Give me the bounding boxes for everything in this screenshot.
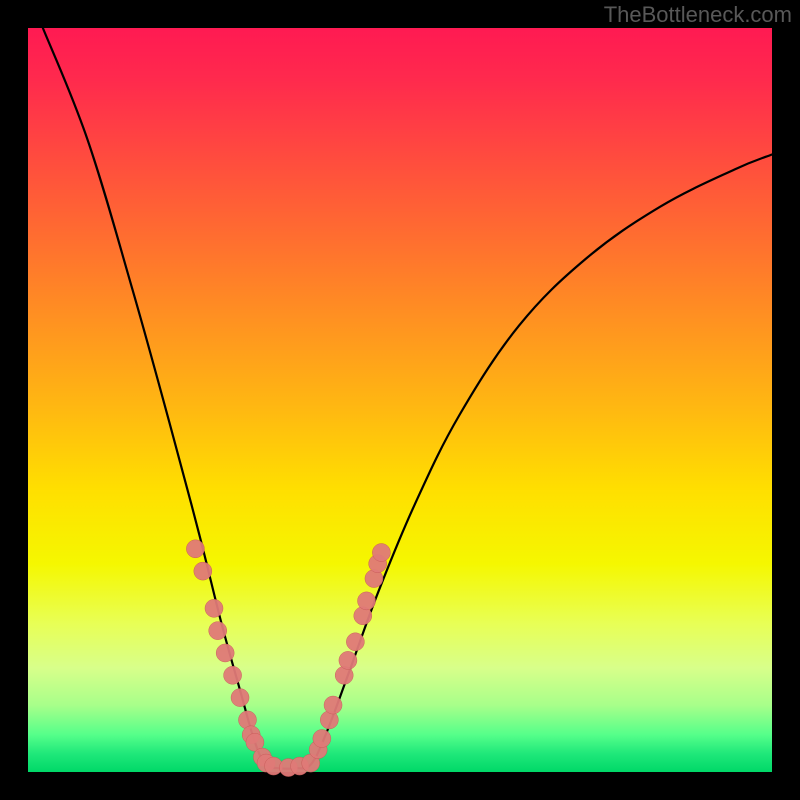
data-marker xyxy=(346,633,364,651)
chart-root: TheBottleneck.com xyxy=(0,0,800,800)
watermark-text: TheBottleneck.com xyxy=(604,2,792,28)
bottleneck-curve-chart xyxy=(0,0,800,800)
data-marker xyxy=(224,666,242,684)
gradient-background xyxy=(28,28,772,772)
data-marker xyxy=(186,540,204,558)
data-marker xyxy=(194,562,212,580)
data-marker xyxy=(339,651,357,669)
data-marker xyxy=(231,689,249,707)
data-marker xyxy=(313,730,331,748)
data-marker xyxy=(216,644,234,662)
data-marker xyxy=(205,599,223,617)
data-marker xyxy=(358,592,376,610)
data-marker xyxy=(209,622,227,640)
data-marker xyxy=(372,544,390,562)
data-marker xyxy=(324,696,342,714)
